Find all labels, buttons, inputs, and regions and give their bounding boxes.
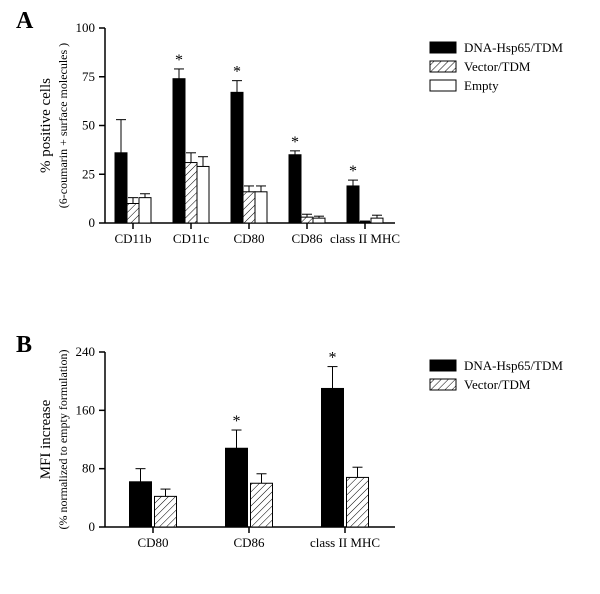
svg-text:CD86: CD86 [233,535,265,550]
figure-stage: { "canvas": { "width": 600, "height": 59… [0,0,600,594]
legend-swatch [430,360,456,371]
bar [255,192,267,223]
bar [155,496,177,527]
bar [371,218,383,223]
svg-text:50: 50 [82,118,95,133]
bar [185,163,197,223]
svg-text:160: 160 [76,402,96,417]
legend-swatch [430,42,456,53]
bar [322,388,344,527]
legend-swatch [430,80,456,91]
svg-text:*: * [233,64,241,81]
svg-text:0: 0 [89,215,96,230]
bar [313,218,325,223]
svg-text:*: * [349,163,357,180]
bar [226,448,248,527]
y-axis-sublabel: (6-coumarin + surface molecules ) [56,43,70,208]
bar [130,482,152,527]
svg-text:class II MHC: class II MHC [330,231,400,246]
legend-label: Vector/TDM [464,377,531,392]
legend-label: Vector/TDM [464,59,531,74]
bar [231,92,243,223]
svg-text:75: 75 [82,69,95,84]
svg-text:240: 240 [76,344,96,359]
bar [173,79,185,223]
svg-text:A: A [16,8,34,34]
bar [359,222,371,223]
svg-text:CD80: CD80 [233,231,264,246]
bar [197,166,209,223]
svg-text:CD86: CD86 [291,231,323,246]
svg-text:0: 0 [89,519,96,534]
panel-B: B 0 80 160 240 MFI increase(% normalized to e… [16,332,563,550]
legend-label: Empty [464,78,499,93]
svg-text:CD11b: CD11b [114,231,151,246]
svg-text:*: * [175,52,183,69]
svg-text:class II MHC: class II MHC [310,535,380,550]
svg-text:CD11c: CD11c [173,231,210,246]
svg-text:*: * [233,413,241,430]
svg-text:80: 80 [82,461,95,476]
svg-text:*: * [329,350,337,367]
legend-label: DNA-Hsp65/TDM [464,40,563,55]
svg-text:CD80: CD80 [137,535,168,550]
bar [243,192,255,223]
y-axis-label: MFI increase [38,399,54,479]
svg-text:B: B [16,332,32,358]
bar [301,217,313,223]
bar [115,153,127,223]
y-axis-sublabel: (% normalized to empty formulation) [56,350,70,530]
figure-svg: A 0 25 50 75 100 % positive cells(6-coumarin +… [0,0,600,594]
bar [289,155,301,223]
legend-swatch [430,61,456,72]
svg-text:25: 25 [82,166,95,181]
bar [139,198,151,223]
svg-text:100: 100 [76,20,96,35]
svg-text:*: * [291,134,299,151]
bar [347,186,359,223]
bar [251,483,273,527]
y-axis-label: % positive cells [38,78,54,173]
bar [127,204,139,224]
bar [347,477,369,527]
legend-label: DNA-Hsp65/TDM [464,358,563,373]
legend-swatch [430,379,456,390]
panel-A: A 0 25 50 75 100 % positive cells(6-coumarin +… [16,8,563,246]
